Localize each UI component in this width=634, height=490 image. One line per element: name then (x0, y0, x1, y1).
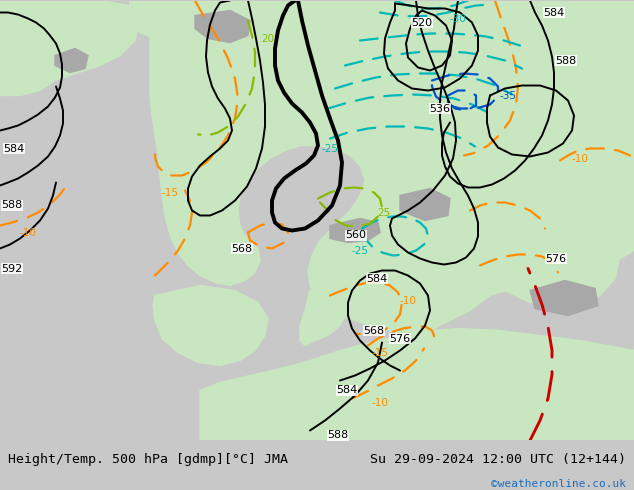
Text: 20: 20 (261, 33, 275, 44)
Polygon shape (240, 408, 255, 419)
Text: 588: 588 (1, 200, 23, 211)
Text: 568: 568 (231, 244, 252, 253)
Polygon shape (150, 0, 634, 336)
Polygon shape (200, 328, 634, 441)
Text: 592: 592 (1, 264, 23, 273)
Text: ©weatheronline.co.uk: ©weatheronline.co.uk (491, 479, 626, 489)
Text: 584: 584 (543, 7, 565, 18)
Polygon shape (400, 189, 450, 220)
Text: -10: -10 (372, 398, 389, 409)
Text: 584: 584 (3, 144, 25, 153)
Polygon shape (0, 0, 140, 96)
Text: -15: -15 (372, 347, 389, 358)
Polygon shape (0, 0, 80, 96)
Polygon shape (195, 10, 250, 43)
Text: 588: 588 (555, 55, 577, 66)
Text: 25: 25 (377, 207, 391, 218)
Polygon shape (560, 350, 634, 441)
Polygon shape (0, 0, 634, 441)
Polygon shape (153, 286, 268, 366)
Text: -25: -25 (351, 245, 368, 255)
Text: -35: -35 (500, 91, 517, 100)
Text: 520: 520 (411, 18, 432, 27)
Text: 568: 568 (363, 325, 385, 336)
Polygon shape (330, 219, 380, 243)
Polygon shape (300, 286, 348, 345)
Text: -10: -10 (20, 227, 36, 238)
Polygon shape (128, 0, 195, 41)
Text: -30: -30 (450, 14, 467, 24)
Polygon shape (530, 280, 598, 316)
Text: -10: -10 (399, 295, 417, 305)
Text: 588: 588 (327, 431, 349, 441)
Text: 576: 576 (545, 253, 567, 264)
Polygon shape (465, 191, 620, 309)
Text: -15: -15 (162, 188, 179, 197)
Text: -10: -10 (572, 153, 588, 164)
Text: 584: 584 (337, 386, 358, 395)
Text: Height/Temp. 500 hPa [gdmp][°C] JMA: Height/Temp. 500 hPa [gdmp][°C] JMA (8, 453, 288, 466)
Polygon shape (378, 283, 450, 330)
Polygon shape (218, 406, 232, 418)
Text: 536: 536 (429, 103, 451, 114)
Text: 560: 560 (346, 230, 366, 241)
Text: -25: -25 (321, 144, 339, 153)
Text: 584: 584 (366, 273, 387, 284)
Text: 576: 576 (389, 334, 411, 343)
Text: Su 29-09-2024 12:00 UTC (12+144): Su 29-09-2024 12:00 UTC (12+144) (370, 453, 626, 466)
Polygon shape (55, 49, 88, 73)
